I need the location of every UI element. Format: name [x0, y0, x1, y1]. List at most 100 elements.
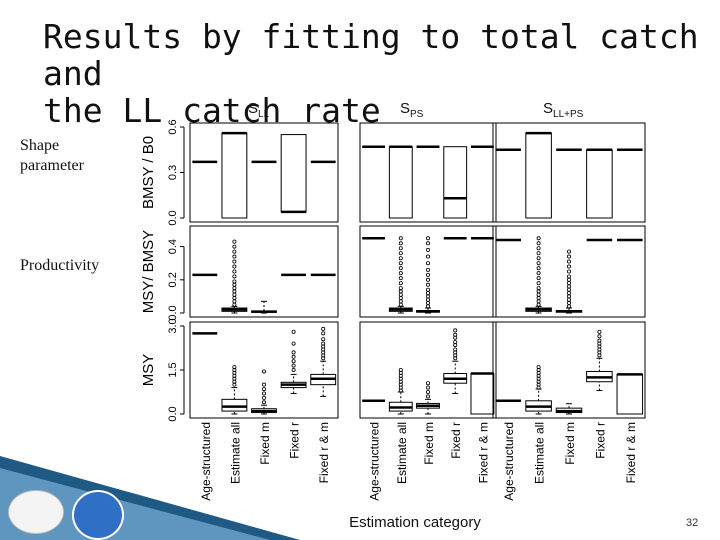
outlier-point	[425, 261, 430, 266]
outlier-point	[567, 259, 572, 264]
outlier-point	[567, 291, 572, 296]
outlier-point	[291, 359, 296, 364]
category-label: Estimate all	[533, 422, 547, 484]
outlier-point	[261, 400, 266, 405]
y-axis-label: BMSY / B0	[140, 136, 157, 209]
outlier-point	[536, 266, 541, 271]
outlier-point	[232, 299, 237, 304]
outlier-point	[398, 246, 403, 251]
x-axis-label: Estimation category	[349, 514, 481, 531]
outlier-point	[425, 294, 430, 299]
outlier-point	[567, 254, 572, 259]
outlier-point	[398, 251, 403, 256]
ciat-iattc-logo	[8, 490, 64, 534]
category-label: Age-structured	[199, 422, 213, 501]
outlier-point	[425, 267, 430, 272]
outlier-point	[567, 287, 572, 292]
outlier-point	[398, 276, 403, 281]
y-tick-label: 0.2	[167, 272, 179, 287]
outlier-point	[232, 289, 237, 294]
outlier-point	[536, 246, 541, 251]
outlier-point	[398, 261, 403, 266]
outlier-point	[425, 277, 430, 282]
outlier-point	[398, 367, 403, 372]
outlier-point	[398, 241, 403, 246]
outlier-point	[321, 337, 326, 342]
row-label-shape: Shape parameter	[20, 137, 84, 174]
category-label: Fixed r & m	[624, 422, 638, 483]
box	[221, 132, 248, 219]
panel-frame	[189, 225, 339, 318]
outlier-point	[567, 304, 572, 309]
slide-title: Results by fitting to total catch and th…	[43, 18, 720, 129]
outlier-point	[291, 367, 296, 372]
outlier-point	[453, 332, 458, 337]
category-label: Fixed m	[563, 422, 577, 465]
outlier-point	[261, 382, 266, 387]
outlier-point	[536, 289, 541, 294]
panel-frame	[359, 321, 497, 419]
outlier-point	[398, 271, 403, 276]
outlier-point	[321, 341, 326, 346]
row-label-productivity: Productivity	[20, 257, 100, 274]
outlier-point	[232, 279, 237, 284]
outlier-point	[232, 274, 237, 279]
outlier-point	[536, 292, 541, 297]
outlier-point	[425, 282, 430, 287]
outlier-point	[567, 301, 572, 306]
outlier-point	[536, 286, 541, 291]
outlier-point	[398, 266, 403, 271]
category-label: Age-structured	[368, 422, 382, 501]
ribbon-decoration-light	[0, 468, 270, 540]
outlier-point	[261, 395, 266, 400]
box	[470, 373, 495, 415]
outlier-point	[453, 328, 458, 333]
outlier-point	[425, 287, 430, 292]
box	[616, 373, 644, 415]
outlier-point	[536, 281, 541, 286]
outlier-point	[425, 247, 430, 252]
outlier-point	[536, 261, 541, 266]
outlier-point	[232, 365, 237, 370]
outlier-point	[567, 264, 572, 269]
y-tick-label: 0.0	[167, 305, 179, 320]
panel-frame	[492, 122, 646, 223]
y-tick-label: 0.6	[167, 119, 179, 134]
outlier-point	[425, 297, 430, 302]
slide-title-line-1: Results by fitting to total catch and	[43, 17, 699, 93]
outlier-point	[425, 241, 430, 246]
outlier-point	[425, 254, 430, 259]
outlier-point	[291, 329, 296, 334]
panel-frame	[189, 122, 339, 223]
category-label: Fixed r & m	[476, 422, 490, 483]
outlier-point	[232, 254, 237, 259]
outlier-point	[536, 276, 541, 281]
page-number: 32	[686, 517, 699, 529]
outlier-point	[398, 289, 403, 294]
outlier-point	[536, 236, 541, 241]
box	[280, 134, 307, 213]
outlier-point	[597, 338, 602, 343]
outlier-point	[536, 251, 541, 256]
category-label: Fixed r	[449, 422, 463, 459]
y-tick-label: 0.3	[167, 165, 179, 180]
box	[443, 146, 468, 219]
outlier-point	[398, 256, 403, 261]
y-axis-label: MSY	[140, 354, 157, 387]
box	[388, 146, 413, 219]
outlier-point	[291, 354, 296, 359]
outlier-point	[232, 269, 237, 274]
outlier-point	[425, 291, 430, 296]
y-tick-label: 3.0	[167, 318, 179, 333]
outlier-point	[425, 304, 430, 309]
outlier-point	[232, 302, 237, 307]
panel-frame	[359, 225, 497, 318]
y-tick-label: 0.0	[167, 406, 179, 421]
outlier-point	[398, 296, 403, 301]
y-tick-label: 0.0	[167, 210, 179, 225]
panel-frame	[492, 321, 646, 419]
outlier-point	[398, 292, 403, 297]
outlier-point	[232, 249, 237, 254]
outlier-point	[536, 365, 541, 370]
